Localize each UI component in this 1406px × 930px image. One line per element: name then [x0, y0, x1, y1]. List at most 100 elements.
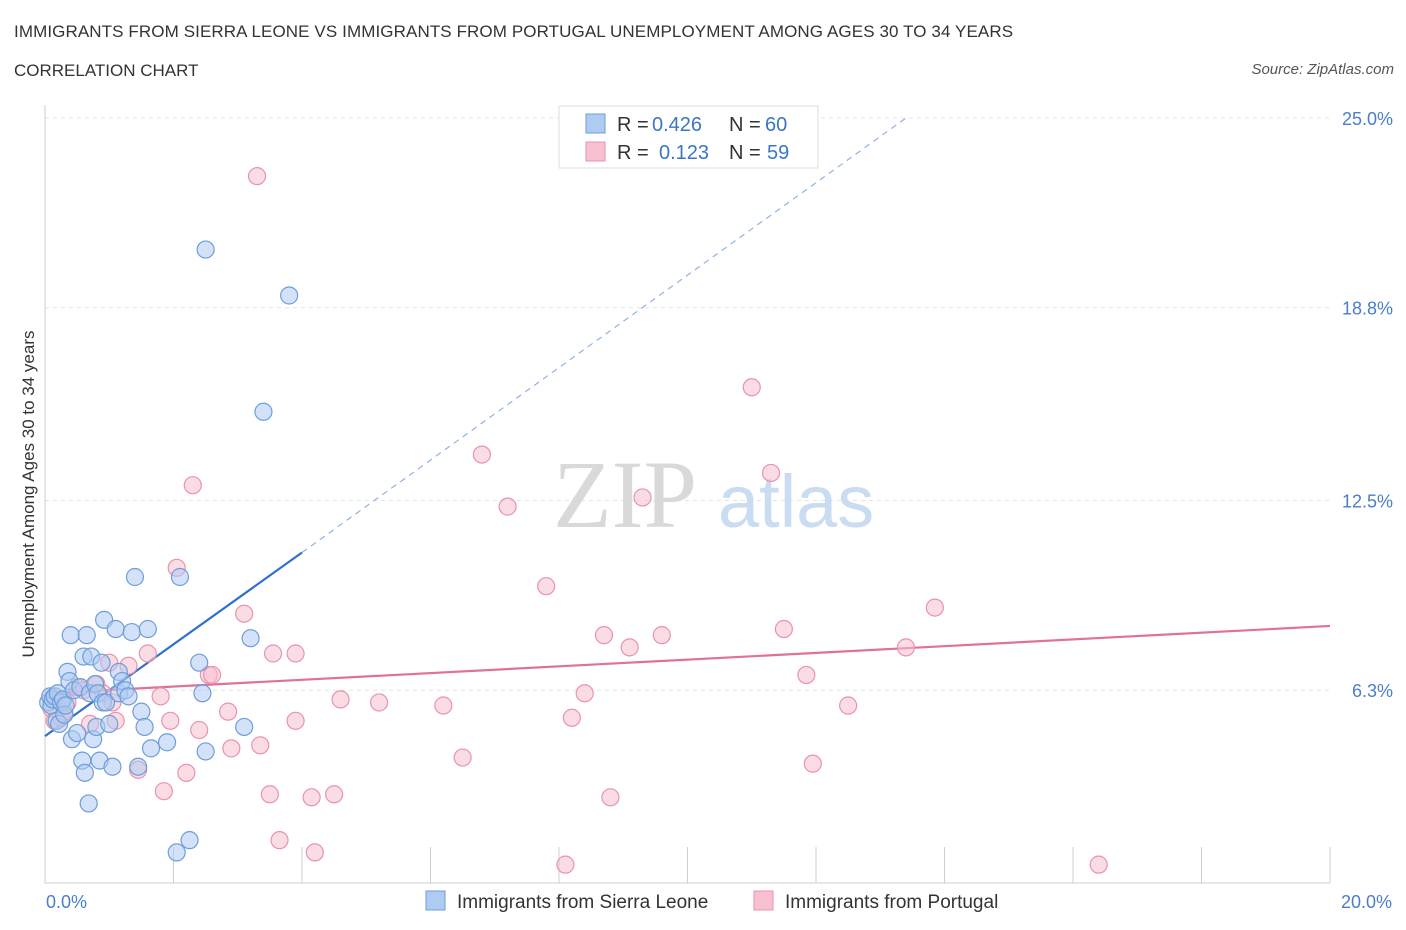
sierra-leone-point: [135, 717, 154, 737]
sierra-leone-point: [92, 653, 111, 672]
sierra-leone-point: [106, 619, 125, 639]
portugal-point: [472, 445, 491, 464]
sierra-leone-point: [75, 763, 94, 782]
sierra-leone-point: [180, 831, 199, 850]
portugal-point: [594, 626, 614, 645]
portugal-point: [434, 696, 453, 715]
sierra-leone-point: [193, 684, 212, 703]
portugal-point: [601, 788, 620, 807]
portugal-point: [803, 754, 822, 773]
y-tick-labels: 6.3% 12.5% 18.8% 25.0%: [1342, 109, 1393, 701]
portugal-point: [370, 693, 389, 712]
portugal-point: [161, 711, 180, 730]
sierra-leone-point: [68, 723, 87, 743]
portugal-point: [1089, 855, 1108, 874]
sierra-leone-point: [170, 567, 190, 587]
portugal-point: [331, 690, 350, 709]
portugal-point: [202, 665, 222, 685]
portugal-point: [633, 488, 652, 507]
portugal-point: [190, 720, 209, 740]
legend-r-value-1: 0.426: [652, 114, 702, 136]
portugal-point: [498, 497, 517, 516]
portugal-point: [652, 626, 671, 645]
portugal-point: [575, 684, 594, 703]
portugal-point: [286, 644, 305, 663]
sierra-leone-point: [254, 402, 273, 421]
sierra-leone-point: [56, 696, 75, 715]
sierra-leone-point: [280, 286, 299, 305]
portugal-point: [270, 831, 289, 850]
sierra-leone-point: [196, 240, 215, 259]
sierra-leone-trend-extension: [301, 117, 907, 554]
portugal-point: [263, 644, 283, 663]
x-tick-label-min: 0.0%: [46, 892, 87, 912]
portugal-point: [183, 476, 202, 495]
legend-sierra-leone-label: Immigrants from Sierra Leone: [457, 892, 708, 913]
portugal-point: [537, 577, 556, 596]
sierra-leone-point: [61, 626, 80, 645]
sierra-leone-point: [77, 626, 96, 645]
sierra-leone-trend-line: [44, 551, 303, 738]
legend-sierra-leone-swatch: [425, 890, 446, 911]
portugal-point: [260, 785, 279, 804]
portugal-trend-line: [44, 624, 1331, 695]
legend-portugal-swatch: [753, 890, 774, 911]
portugal-point: [251, 736, 270, 755]
sierra-leone-point: [79, 794, 98, 813]
sierra-leone-point: [167, 843, 186, 862]
portugal-point: [325, 785, 344, 804]
portugal-swatch: [585, 141, 606, 162]
portugal-point: [154, 782, 173, 801]
sierra-leone-point: [96, 693, 116, 712]
watermark-zip: ZIP: [553, 441, 697, 548]
legend-n-value-1: 60: [765, 114, 787, 136]
portugal-point: [774, 619, 793, 639]
sierra-leone-point: [129, 757, 148, 776]
y-tick-label: 25.0%: [1342, 109, 1393, 129]
stats-legend: R = 0.426 N = 60 R = 0.123 N = 59: [558, 105, 819, 169]
portugal-point: [556, 855, 575, 874]
portugal-point: [896, 638, 916, 657]
portugal-point: [925, 598, 944, 617]
series-legend: Immigrants from Sierra Leone Immigrants …: [425, 890, 998, 913]
portugal-point: [305, 843, 324, 862]
axes: [44, 105, 1331, 884]
portugal-point: [151, 687, 170, 706]
sierra-leone-swatch: [585, 113, 606, 134]
portugal-point: [797, 665, 816, 685]
portugal-point: [138, 644, 157, 663]
legend-r-value-2: 0.123: [659, 142, 709, 164]
portugal-point: [742, 378, 761, 397]
portugal-point: [222, 739, 241, 758]
sierra-leone-point: [196, 742, 215, 761]
sierra-leone-points: [39, 240, 299, 862]
sierra-leone-point: [241, 629, 260, 648]
portugal-point: [562, 708, 581, 727]
chart-title: IMMIGRANTS FROM SIERRA LEONE VS IMMIGRAN…: [14, 22, 1014, 41]
portugal-point: [839, 696, 858, 715]
portugal-point: [302, 788, 321, 807]
watermark-atlas: atlas: [718, 460, 874, 543]
source-label: Source: ZipAtlas.com: [1251, 61, 1394, 78]
portugal-point: [620, 638, 639, 657]
legend-r-label-2: R =: [617, 142, 649, 164]
sierra-leone-point: [100, 714, 119, 733]
sierra-leone-point: [138, 619, 157, 639]
trend-lines: [44, 117, 1331, 738]
portugal-point: [453, 748, 472, 767]
legend-n-label-2: N =: [729, 142, 761, 164]
y-tick-label: 12.5%: [1342, 492, 1393, 512]
sierra-leone-point: [103, 757, 122, 776]
legend-r-label-1: R =: [617, 114, 649, 136]
sierra-leone-point: [235, 717, 254, 737]
portugal-point: [235, 604, 254, 623]
sierra-leone-point: [141, 739, 161, 758]
portugal-point: [761, 463, 781, 483]
sierra-leone-point: [190, 653, 209, 672]
portugal-point: [219, 702, 238, 721]
legend-n-label-1: N =: [729, 114, 761, 136]
legend-portugal-label: Immigrants from Portugal: [785, 892, 998, 913]
portugal-point: [177, 763, 196, 782]
chart-subtitle: CORRELATION CHART: [14, 61, 199, 80]
